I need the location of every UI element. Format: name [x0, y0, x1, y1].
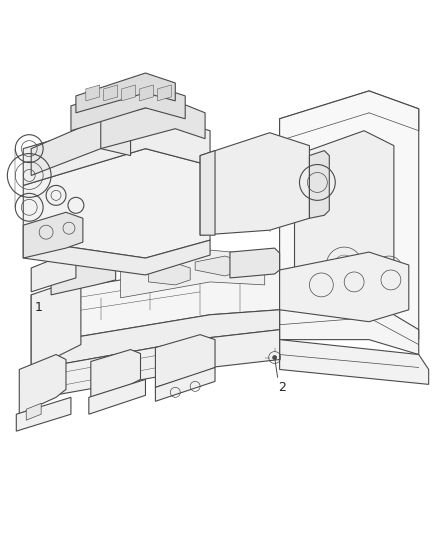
Polygon shape: [200, 133, 309, 235]
Polygon shape: [294, 131, 394, 305]
Polygon shape: [279, 91, 419, 340]
Polygon shape: [200, 151, 215, 235]
Polygon shape: [122, 85, 135, 101]
Polygon shape: [71, 83, 185, 131]
Polygon shape: [155, 335, 215, 387]
Polygon shape: [26, 403, 41, 420]
Polygon shape: [195, 256, 238, 276]
Polygon shape: [91, 350, 141, 397]
Polygon shape: [31, 278, 81, 369]
Polygon shape: [31, 330, 279, 399]
Polygon shape: [279, 300, 419, 354]
Polygon shape: [51, 250, 116, 295]
Polygon shape: [31, 119, 131, 175]
Polygon shape: [89, 379, 145, 414]
Polygon shape: [86, 85, 100, 101]
Polygon shape: [120, 250, 265, 298]
Polygon shape: [279, 252, 409, 322]
Text: 1: 1: [34, 301, 42, 314]
Polygon shape: [140, 85, 153, 101]
Polygon shape: [23, 240, 210, 275]
Polygon shape: [23, 113, 210, 185]
Polygon shape: [23, 212, 83, 258]
Polygon shape: [16, 397, 71, 431]
Polygon shape: [19, 354, 66, 414]
Polygon shape: [76, 73, 175, 113]
Polygon shape: [101, 101, 205, 149]
Circle shape: [273, 356, 277, 360]
Polygon shape: [279, 340, 429, 384]
Polygon shape: [31, 265, 279, 345]
Polygon shape: [230, 248, 279, 278]
Polygon shape: [148, 263, 190, 285]
Polygon shape: [31, 310, 279, 369]
Polygon shape: [157, 85, 171, 101]
Polygon shape: [155, 367, 215, 401]
Polygon shape: [104, 85, 118, 101]
Text: 2: 2: [278, 381, 286, 394]
Polygon shape: [309, 151, 329, 218]
Polygon shape: [31, 258, 76, 292]
Polygon shape: [279, 91, 419, 141]
Polygon shape: [23, 149, 210, 258]
